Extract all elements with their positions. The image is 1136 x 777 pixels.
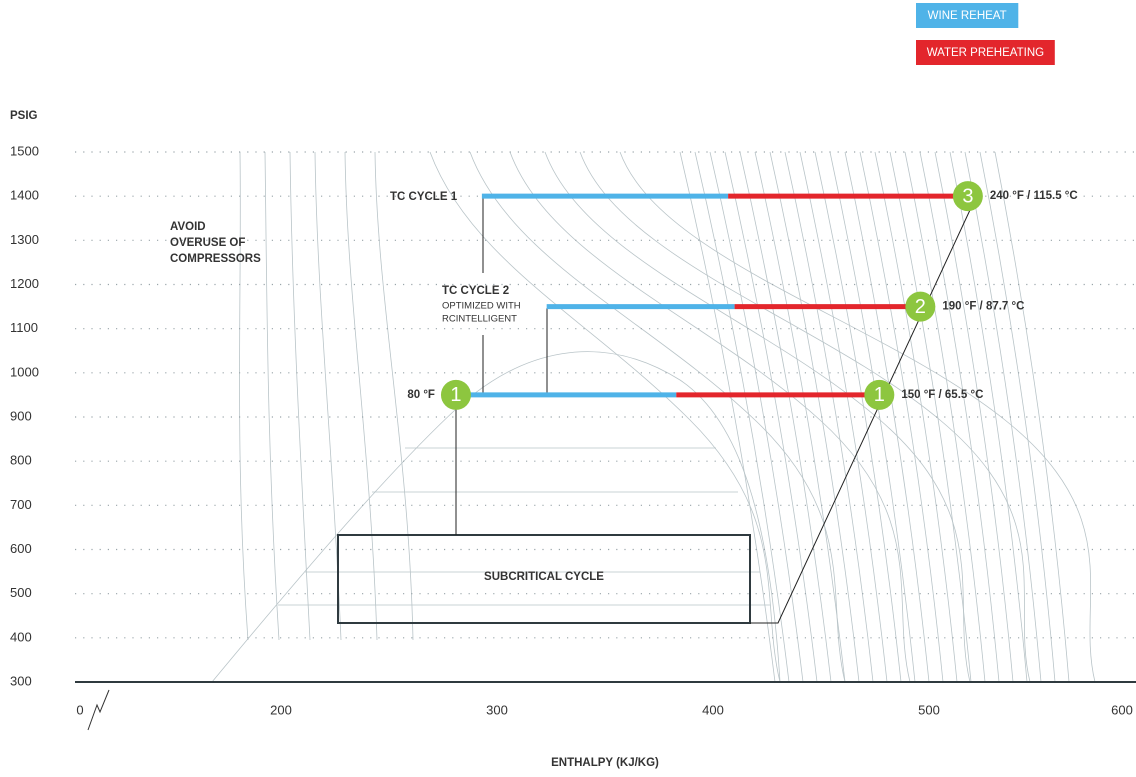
isotherm — [374, 151, 414, 641]
isotherm — [844, 151, 930, 683]
isotherm — [874, 151, 958, 683]
x-tick-label: 500 — [918, 702, 940, 717]
x-tick-label: 600 — [1111, 702, 1133, 717]
legend-swatch — [916, 3, 1019, 28]
isotherm — [979, 151, 1056, 683]
state-point — [905, 291, 936, 322]
annotation: COMPRESSORS — [170, 253, 261, 265]
subcritical-box — [337, 534, 751, 624]
annotation: OPTIMIZED WITH — [442, 301, 521, 312]
isotherm — [579, 151, 1031, 683]
y-tick-label: 1500 — [10, 143, 39, 158]
y-tick-label: 800 — [10, 453, 32, 468]
axis-break — [87, 689, 110, 731]
state-point-number: 1 — [450, 384, 461, 406]
state-point — [952, 181, 983, 212]
isotherm — [994, 151, 1070, 683]
isotherm — [889, 151, 972, 683]
y-tick-label: 1400 — [10, 188, 39, 203]
isotherm — [709, 151, 804, 683]
isotherm — [964, 151, 1042, 683]
isotherm — [814, 151, 902, 683]
annotation: TC CYCLE 1 — [390, 191, 458, 203]
isotherm — [509, 151, 911, 683]
isotherm — [799, 151, 888, 683]
y-tick-label: 500 — [10, 585, 32, 600]
y-tick-label: 600 — [10, 541, 32, 556]
isotherm — [694, 151, 790, 683]
y-tick-label: 900 — [10, 408, 32, 423]
isotherm-curves — [211, 151, 1096, 683]
saturation-dome — [211, 351, 781, 683]
isotherm — [239, 151, 249, 641]
annotation: OVERUSE OF — [170, 237, 245, 249]
heat-rejection-line — [750, 209, 971, 624]
isotherm — [289, 151, 311, 641]
state-point-label: 150 °F / 65.5 °C — [901, 389, 983, 401]
y-tick-label: 1300 — [10, 232, 39, 247]
y-tick-label: 300 — [10, 673, 32, 688]
isotherm — [949, 151, 1028, 683]
state-point-number: 3 — [962, 185, 973, 207]
x-tick-label: 300 — [486, 702, 508, 717]
state-point-label: 190 °F / 87.7 °C — [942, 301, 1024, 313]
isotherm — [724, 151, 818, 683]
y-tick-label: 400 — [10, 629, 32, 644]
isotherm — [754, 151, 846, 683]
isotherm — [784, 151, 874, 683]
annotation: SUBCRITICAL CYCLE — [484, 571, 604, 583]
isotherm — [344, 151, 378, 641]
isotherm — [619, 151, 1096, 683]
x-tick-label: 400 — [702, 702, 724, 717]
state-point-label: 240 °F / 115.5 °C — [990, 190, 1078, 202]
isotherm — [829, 151, 916, 683]
annotation: TC CYCLE 2 — [442, 285, 509, 297]
isotherm — [904, 151, 986, 683]
annotation: AVOID — [170, 221, 206, 233]
isotherm — [739, 151, 832, 683]
state-point — [440, 379, 471, 410]
x-axis-title: ENTHALPY (KJ/KG) — [551, 757, 659, 769]
y-tick-label: 700 — [10, 497, 32, 512]
legend-swatch — [916, 40, 1055, 65]
isotherm — [934, 151, 1014, 683]
isotherm — [769, 151, 860, 683]
x-tick-label: 0 — [76, 702, 83, 717]
y-tick-label: 1200 — [10, 276, 39, 291]
x-tick-label: 200 — [270, 702, 292, 717]
legend-label: WINE REHEAT — [928, 10, 1007, 22]
y-axis-title: PSIG — [10, 110, 38, 122]
isotherm — [679, 151, 776, 683]
y-tick-label: 1100 — [10, 320, 38, 335]
state-point-label: 80 °F — [407, 389, 435, 401]
state-point-number: 1 — [874, 384, 885, 406]
y-tick-label: 1000 — [10, 364, 39, 379]
isotherm — [429, 151, 781, 683]
isotherm — [469, 151, 846, 683]
annotation: RCINTELLIGENT — [442, 314, 517, 325]
legend-label: WATER PREHEATING — [927, 47, 1044, 59]
state-point — [864, 379, 895, 410]
isotherm — [264, 151, 280, 641]
state-point-number: 2 — [915, 296, 926, 318]
isotherm — [544, 151, 971, 683]
isotherm — [919, 151, 1000, 683]
isotherm — [859, 151, 944, 683]
